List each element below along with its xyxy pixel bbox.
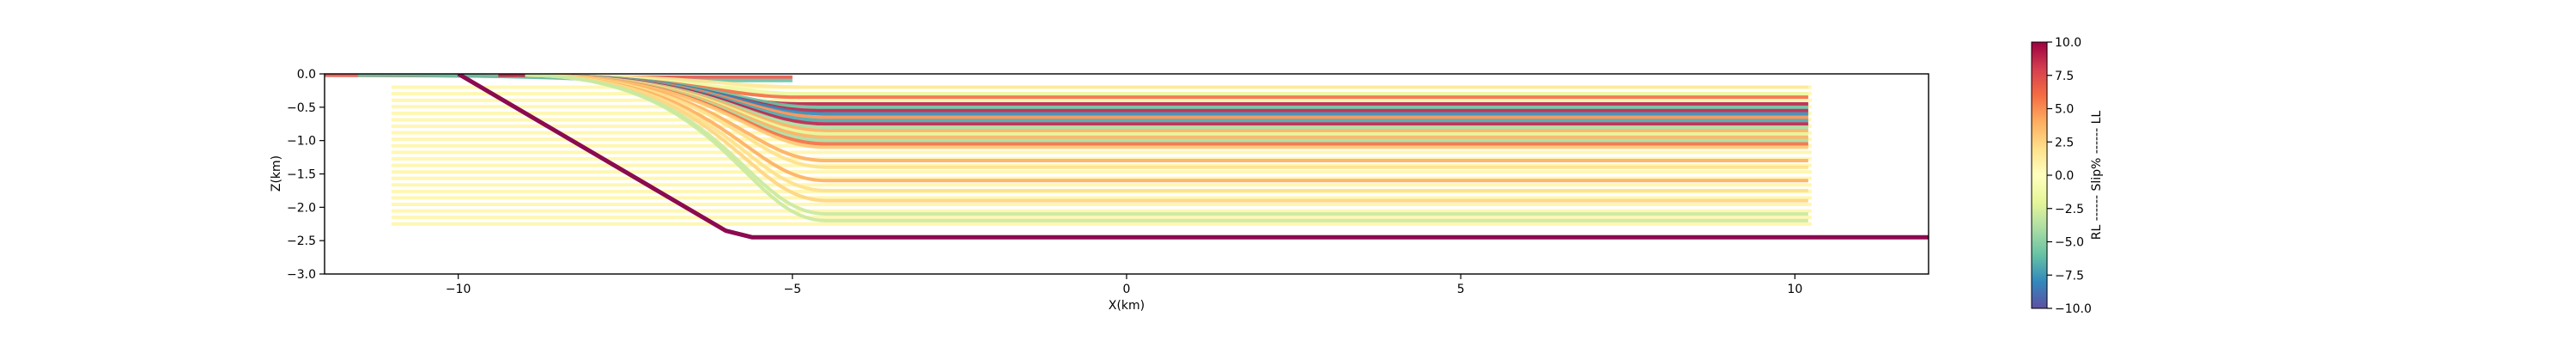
y-tick-label: −1.0 xyxy=(287,135,316,149)
x-tick-label: −10 xyxy=(446,283,471,296)
colorbar-tick-label: −2.5 xyxy=(2055,203,2084,216)
x-tick-label: 10 xyxy=(1787,283,1802,296)
colorbar-tick-label: 7.5 xyxy=(2055,70,2074,83)
colorbar-ticks: 10.0 7.5 5.0 2.5 0.0 −2.5 −5.0 −7.5 −10.0 xyxy=(2047,36,2092,316)
x-tick-label: 0 xyxy=(1123,283,1131,296)
slip-band xyxy=(525,74,1808,222)
colorbar-tick-label: 0.0 xyxy=(2055,169,2074,183)
colorbar-tick-label: −7.5 xyxy=(2055,269,2084,283)
y-axis-label: Z(km) xyxy=(270,155,283,192)
colorbar-tick-label: −5.0 xyxy=(2055,236,2084,250)
colorbar-label: RL ------ Slip% ------ LL xyxy=(2090,111,2104,240)
fault-trace xyxy=(457,74,1929,240)
colorbar: 10.0 7.5 5.0 2.5 0.0 −2.5 −5.0 −7.5 −10.0 RL ---… xyxy=(2031,36,2104,316)
colorbar-tick-label: −10.0 xyxy=(2055,302,2092,316)
x-axis-label: X(km) xyxy=(1109,299,1145,313)
y-tick-label: −3.0 xyxy=(287,268,316,282)
y-axis: 0.0 −0.5 −1.0 −1.5 −2.0 −2.5 −3.0 xyxy=(287,68,325,282)
colorbar-tick-label: 5.0 xyxy=(2055,103,2074,117)
y-tick-label: −1.5 xyxy=(287,168,316,182)
y-tick-label: 0.0 xyxy=(297,68,316,82)
x-axis: −10 −5 0 5 10 xyxy=(446,274,1802,296)
y-tick-label: −2.0 xyxy=(287,201,316,215)
y-tick-label: −0.5 xyxy=(287,101,316,115)
colorbar-gradient xyxy=(2031,41,2048,309)
colorbar-tick-label: 2.5 xyxy=(2055,136,2074,149)
y-tick-label: −2.5 xyxy=(287,234,316,248)
x-tick-label: 5 xyxy=(1457,283,1465,296)
plot-area xyxy=(325,74,1929,240)
x-tick-label: −5 xyxy=(784,283,802,296)
colorbar-tick-label: 10.0 xyxy=(2055,36,2081,50)
